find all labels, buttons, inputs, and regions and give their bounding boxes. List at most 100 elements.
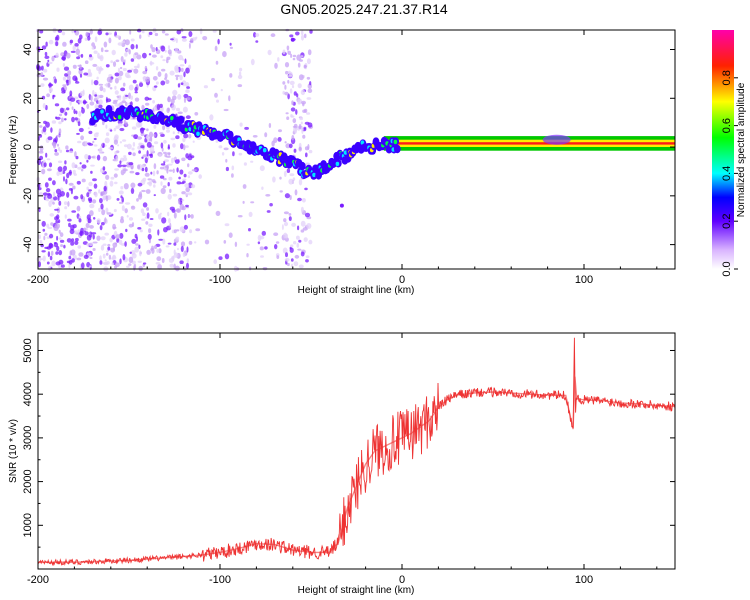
- noise-speckle: [91, 232, 97, 235]
- noise-speckle: [155, 262, 161, 265]
- noise-speckle: [292, 118, 297, 124]
- y-tick-label: 0: [22, 144, 34, 150]
- noise-speckle: [145, 102, 150, 106]
- noise-speckle: [275, 241, 280, 244]
- noise-speckle: [52, 142, 57, 149]
- noise-speckle: [257, 241, 261, 245]
- noise-speckle: [215, 60, 219, 65]
- noise-speckle: [177, 83, 181, 88]
- noise-speckle: [141, 156, 144, 159]
- noise-speckle: [158, 153, 163, 157]
- noise-speckle: [96, 154, 101, 161]
- noise-speckle: [46, 93, 50, 98]
- noise-speckle: [176, 29, 182, 35]
- noise-speckle: [255, 33, 260, 37]
- noise-speckle: [309, 81, 312, 86]
- noise-speckle: [122, 254, 126, 261]
- noise-speckle: [151, 47, 156, 53]
- noise-speckle: [137, 182, 143, 187]
- noise-speckle: [121, 205, 125, 212]
- noise-speckle: [298, 239, 302, 243]
- noise-speckle: [56, 134, 61, 138]
- noise-speckle: [45, 41, 48, 47]
- noise-speckle: [250, 201, 255, 204]
- noise-speckle: [41, 220, 46, 227]
- noise-speckle: [185, 204, 189, 208]
- noise-speckle: [114, 168, 119, 171]
- noise-speckle: [42, 228, 46, 232]
- noise-speckle: [92, 89, 95, 97]
- noise-speckle: [78, 100, 84, 104]
- noise-speckle: [79, 34, 83, 40]
- noise-speckle: [83, 254, 89, 259]
- noise-speckle: [136, 54, 142, 60]
- noise-speckle: [100, 191, 104, 197]
- track-blob: [105, 105, 113, 114]
- noise-speckle: [63, 244, 66, 249]
- noise-speckle: [87, 155, 91, 160]
- noise-speckle: [187, 171, 193, 175]
- noise-speckle: [301, 128, 304, 134]
- noise-speckle: [228, 95, 231, 102]
- noise-speckle: [69, 90, 73, 97]
- noise-speckle: [74, 151, 77, 158]
- noise-speckle: [93, 217, 96, 220]
- noise-speckle: [140, 208, 145, 214]
- noise-speckle: [117, 164, 123, 168]
- noise-speckle: [55, 251, 59, 255]
- noise-speckle: [40, 83, 45, 87]
- noise-speckle: [112, 61, 117, 67]
- noise-speckle: [301, 34, 304, 41]
- noise-speckle: [58, 250, 63, 256]
- noise-speckle: [288, 143, 293, 149]
- noise-speckle: [61, 87, 65, 92]
- noise-speckle: [48, 162, 53, 168]
- noise-speckle: [98, 94, 104, 99]
- noise-speckle: [69, 39, 74, 44]
- snr-x-label: Height of straight line (km): [298, 585, 415, 596]
- noise-speckle: [276, 255, 280, 259]
- noise-speckle: [305, 259, 309, 263]
- noise-speckle: [115, 59, 120, 63]
- noise-speckle: [273, 232, 279, 236]
- noise-speckle: [177, 111, 183, 115]
- noise-speckle: [188, 240, 193, 245]
- noise-speckle: [180, 241, 186, 247]
- noise-speckle: [42, 192, 48, 196]
- noise-speckle: [47, 193, 53, 199]
- noise-speckle: [282, 49, 286, 55]
- noise-speckle: [175, 38, 178, 44]
- noise-speckle: [103, 195, 106, 201]
- noise-speckle: [133, 65, 139, 69]
- noise-speckle: [122, 95, 126, 101]
- noise-speckle: [285, 252, 288, 258]
- noise-speckle: [64, 73, 69, 77]
- noise-speckle: [113, 208, 117, 213]
- noise-speckle: [119, 127, 125, 132]
- noise-speckle: [66, 52, 71, 59]
- noise-speckle: [149, 60, 153, 66]
- noise-speckle: [51, 120, 57, 124]
- noise-speckle: [269, 203, 273, 207]
- noise-speckle: [87, 142, 91, 145]
- noise-speckle: [107, 82, 111, 88]
- noise-speckle: [102, 189, 108, 195]
- noise-speckle: [57, 193, 62, 198]
- noise-speckle: [98, 207, 101, 212]
- noise-speckle: [139, 34, 142, 39]
- noise-speckle: [41, 250, 46, 253]
- noise-speckle: [160, 55, 164, 59]
- noise-speckle: [58, 128, 62, 135]
- noise-speckle: [101, 222, 105, 226]
- noise-speckle: [184, 183, 190, 188]
- noise-speckle: [308, 239, 313, 245]
- noise-speckle: [55, 188, 62, 195]
- noise-speckle: [98, 99, 103, 105]
- noise-speckle: [293, 148, 297, 153]
- noise-speckle: [79, 162, 82, 165]
- noise-speckle: [185, 145, 189, 148]
- noise-speckle: [142, 76, 147, 80]
- noise-speckle: [174, 265, 180, 272]
- noise-speckle: [154, 32, 159, 37]
- noise-speckle: [306, 76, 311, 80]
